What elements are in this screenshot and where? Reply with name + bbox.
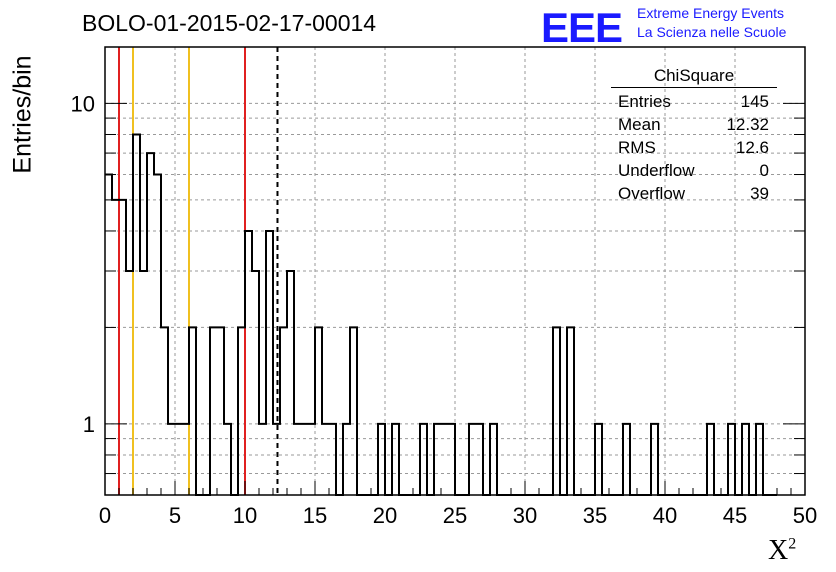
histogram-bin — [175, 424, 182, 495]
histogram-bin — [490, 424, 497, 495]
tick-labels: 0 5 10 15 20 25 30 35 40 45 50 1 10 — [71, 91, 818, 528]
logo-caption: Extreme Energy Events La Scienza nelle S… — [637, 4, 786, 42]
chart-title: BOLO-01-2015-02-17-00014 — [82, 10, 377, 36]
x-axis-label-base: X — [768, 535, 789, 566]
histogram-bin — [287, 271, 294, 495]
histogram-bin — [147, 153, 154, 495]
x-tick-label: 50 — [793, 503, 817, 528]
histogram-bin — [280, 327, 287, 495]
logo-caption-line1: Extreme Energy Events — [637, 5, 785, 21]
histogram-bin — [420, 424, 427, 495]
histogram-bin — [623, 424, 630, 495]
stats-label: Entries — [618, 92, 671, 111]
histogram-bin — [651, 424, 658, 495]
histogram-bin — [434, 424, 441, 495]
histogram-bin — [476, 424, 483, 495]
y-tick-label: 1 — [83, 412, 95, 437]
stats-value: 145 — [740, 92, 769, 111]
stats-label: Overflow — [618, 184, 686, 203]
stats-row: Entries 145 — [611, 90, 777, 113]
logo-caption-line2: La Scienza nelle Scuole — [637, 24, 787, 40]
histogram-bin — [350, 327, 357, 495]
y-tick-label: 10 — [71, 91, 95, 116]
histogram-bin — [140, 271, 147, 495]
histogram-bin — [595, 424, 602, 495]
histogram-bin — [168, 424, 175, 495]
x-tick-label: 30 — [513, 503, 537, 528]
histogram-bin — [392, 424, 399, 495]
histogram-bin — [315, 327, 322, 495]
histogram-bin — [112, 200, 119, 495]
x-tick-label: 35 — [583, 503, 607, 528]
x-tick-label: 5 — [169, 503, 181, 528]
histogram-bin — [238, 327, 245, 495]
histogram-bin — [259, 424, 266, 495]
histogram-bin — [273, 424, 280, 495]
x-tick-label: 15 — [303, 503, 327, 528]
x-tick-label: 25 — [443, 503, 467, 528]
histogram-bin — [189, 327, 196, 495]
stats-label: Mean — [618, 115, 661, 134]
histogram-bin — [154, 175, 161, 495]
histogram-bin — [245, 231, 252, 495]
histogram-bin — [161, 327, 168, 495]
histogram-bin — [119, 200, 126, 495]
histogram-bin — [329, 424, 336, 495]
x-tick-label: 20 — [373, 503, 397, 528]
eee-logo: EEE — [541, 4, 623, 51]
stats-row: Mean 12.32 — [611, 113, 777, 136]
histogram-bin — [294, 424, 301, 495]
stats-row: Overflow 39 — [611, 182, 777, 205]
histogram-bin — [133, 134, 140, 495]
histogram-bin — [308, 424, 315, 495]
x-tick-label: 45 — [723, 503, 747, 528]
histogram-bin — [266, 231, 273, 495]
histogram-bin — [105, 175, 112, 495]
histogram-bin — [126, 271, 133, 495]
histogram-bin — [707, 424, 714, 495]
histogram-bin — [742, 424, 749, 495]
stats-value: 0 — [759, 161, 769, 180]
histogram-bin — [252, 271, 259, 495]
histogram-bin — [224, 424, 231, 495]
histogram-bin — [182, 424, 189, 495]
y-axis-label: Entries/bin — [8, 55, 37, 174]
histogram-bin — [469, 424, 476, 495]
x-tick-label: 40 — [653, 503, 677, 528]
stats-row: Underflow 0 — [611, 159, 777, 182]
stats-label: RMS — [618, 138, 656, 157]
histogram-bin — [567, 327, 574, 495]
histogram-bin — [301, 424, 308, 495]
x-tick-label: 10 — [233, 503, 257, 528]
stats-box: ChiSquare Entries 145 Mean 12.32 RMS 12.6 U… — [611, 66, 777, 205]
histogram-bin — [728, 424, 735, 495]
stats-value: 12.32 — [726, 115, 769, 134]
histogram-bin — [217, 327, 224, 495]
histogram-bin — [378, 424, 385, 495]
stats-row: RMS 12.6 — [611, 136, 777, 159]
axis-ticks — [104, 102, 806, 496]
stats-label: Underflow — [618, 161, 695, 180]
stats-title: ChiSquare — [611, 66, 777, 88]
histogram-bin — [441, 424, 448, 495]
x-axis-label-sup: 2 — [788, 535, 797, 553]
histogram-bin — [553, 327, 560, 495]
histogram-bin — [756, 424, 763, 495]
x-tick-label: 0 — [99, 503, 111, 528]
histogram-bin — [210, 327, 217, 495]
histogram-bin — [343, 424, 350, 495]
histogram-bin — [322, 424, 329, 495]
x-axis-label: X2 — [768, 535, 796, 567]
stats-value: 39 — [750, 184, 769, 203]
stats-value: 12.6 — [735, 138, 769, 157]
histogram-bin — [448, 424, 455, 495]
